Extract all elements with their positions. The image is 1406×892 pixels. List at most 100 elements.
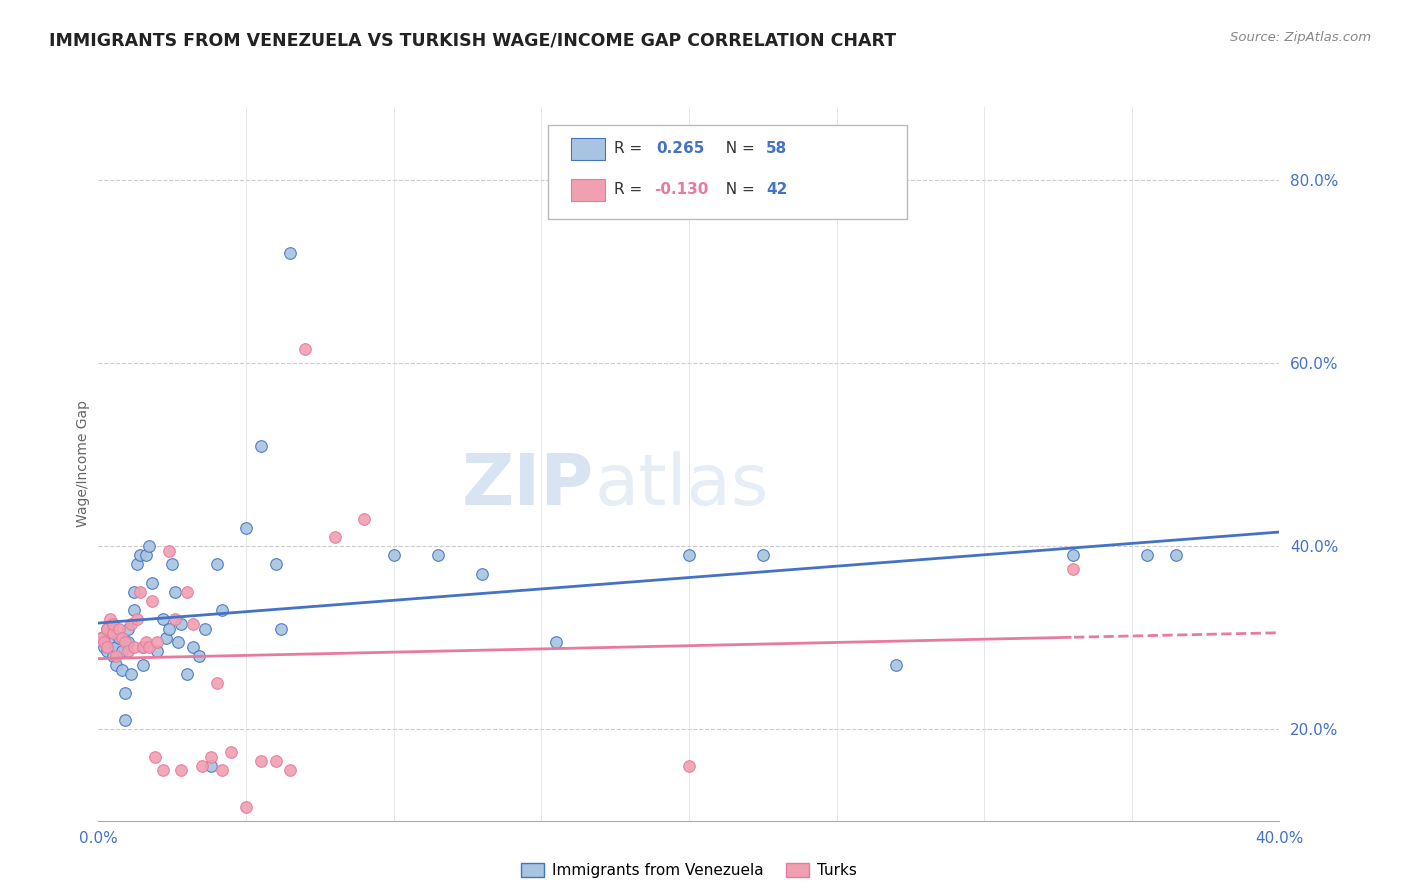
Point	[250, 754, 273, 768]
Point	[108, 622, 131, 636]
Point	[678, 549, 700, 563]
Point	[1062, 562, 1084, 576]
Point	[135, 635, 157, 649]
Point	[117, 635, 139, 649]
Point	[235, 800, 257, 814]
Point	[141, 594, 163, 608]
Legend: Immigrants from Venezuela, Turks: Immigrants from Venezuela, Turks	[515, 857, 863, 884]
Text: atlas: atlas	[595, 450, 769, 520]
Point	[111, 663, 134, 677]
Text: R =: R =	[614, 142, 648, 156]
Point	[117, 622, 139, 636]
Point	[162, 558, 183, 572]
Text: 0.265: 0.265	[657, 142, 704, 156]
Point	[117, 644, 139, 658]
Point	[146, 644, 169, 658]
Point	[114, 713, 136, 727]
Point	[157, 543, 180, 558]
Point	[146, 635, 169, 649]
Point	[751, 549, 773, 563]
Point	[200, 749, 222, 764]
Point	[138, 640, 160, 654]
Point	[157, 622, 180, 636]
Point	[546, 635, 568, 649]
Point	[138, 539, 160, 553]
Point	[250, 438, 273, 452]
Point	[120, 667, 142, 681]
Point	[167, 635, 190, 649]
Point	[103, 648, 125, 663]
Point	[278, 246, 302, 260]
Point	[122, 603, 145, 617]
Point	[125, 558, 148, 572]
Point	[382, 549, 405, 563]
Point	[264, 558, 287, 572]
Point	[270, 622, 292, 636]
Point	[90, 631, 112, 645]
Point	[96, 644, 118, 658]
Point	[427, 549, 450, 563]
Text: 42: 42	[766, 183, 787, 197]
Point	[200, 758, 222, 772]
Point	[165, 612, 187, 626]
Point	[98, 626, 121, 640]
Point	[1164, 549, 1187, 563]
Point	[152, 612, 174, 626]
Point	[114, 635, 136, 649]
Point	[170, 616, 193, 631]
Point	[205, 558, 228, 572]
Point	[194, 622, 217, 636]
Text: R =: R =	[614, 183, 648, 197]
Text: N =: N =	[716, 183, 759, 197]
Point	[176, 585, 198, 599]
Text: N =: N =	[716, 142, 759, 156]
Point	[1062, 549, 1084, 563]
Point	[98, 635, 121, 649]
Point	[90, 631, 112, 645]
Point	[132, 640, 155, 654]
Point	[93, 635, 115, 649]
Point	[264, 754, 287, 768]
Point	[122, 585, 145, 599]
Point	[211, 764, 233, 778]
Point	[155, 631, 177, 645]
Point	[143, 749, 166, 764]
Point	[219, 745, 242, 759]
Text: Source: ZipAtlas.com: Source: ZipAtlas.com	[1230, 31, 1371, 45]
Point	[96, 622, 118, 636]
Point	[105, 640, 128, 654]
Point	[111, 644, 134, 658]
Point	[98, 612, 121, 626]
Point	[294, 343, 316, 357]
Point	[105, 658, 128, 673]
Point	[353, 512, 375, 526]
Text: ZIP: ZIP	[463, 450, 595, 520]
Point	[108, 631, 131, 645]
Point	[103, 616, 125, 631]
Point	[128, 585, 150, 599]
Point	[128, 549, 150, 563]
Point	[152, 764, 174, 778]
Point	[103, 626, 125, 640]
Point	[135, 549, 157, 563]
Point	[96, 640, 118, 654]
Point	[165, 585, 187, 599]
Point	[103, 616, 125, 631]
Point	[141, 575, 163, 590]
Point	[678, 758, 700, 772]
Point	[323, 530, 346, 544]
Text: -0.130: -0.130	[654, 183, 709, 197]
Point	[122, 640, 145, 654]
Point	[96, 622, 118, 636]
Point	[120, 616, 142, 631]
Text: 58: 58	[766, 142, 787, 156]
Text: IMMIGRANTS FROM VENEZUELA VS TURKISH WAGE/INCOME GAP CORRELATION CHART: IMMIGRANTS FROM VENEZUELA VS TURKISH WAG…	[49, 31, 897, 49]
Point	[111, 631, 134, 645]
Point	[235, 521, 257, 535]
Point	[278, 764, 302, 778]
Point	[211, 603, 233, 617]
Point	[471, 566, 494, 581]
Point	[103, 635, 125, 649]
Point	[181, 616, 204, 631]
Y-axis label: Wage/Income Gap: Wage/Income Gap	[76, 401, 90, 527]
